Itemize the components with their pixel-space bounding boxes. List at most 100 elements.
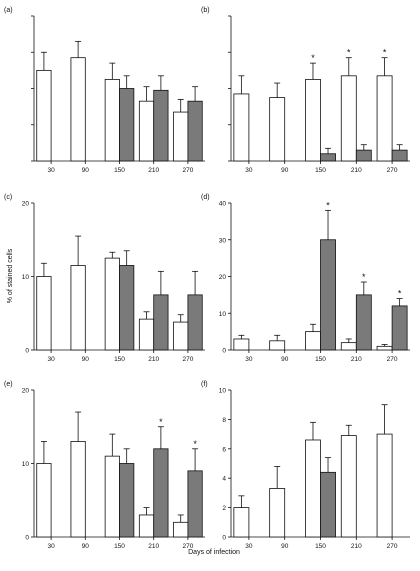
y-tick-label: 20: [22, 201, 30, 208]
y-tick-label: 10: [22, 461, 30, 468]
significance-asterisk: *: [383, 48, 387, 58]
bar-open: [376, 75, 393, 162]
y-tick-label: 20: [219, 274, 227, 281]
bar-open: [305, 439, 321, 538]
x-tick-label: 90: [281, 167, 289, 174]
bar-filled: [320, 239, 336, 351]
bar-open: [376, 345, 393, 351]
bar-open: [36, 463, 52, 538]
bar-open: [173, 321, 189, 351]
bar-open: [173, 521, 189, 538]
x-tick-label: 90: [82, 167, 90, 174]
bar-open: [104, 79, 120, 162]
bar-filled: [153, 294, 169, 351]
x-tick-label: 30: [47, 543, 55, 550]
chart-panel-b: (b) 30 90 150 * 210 * 270 *: [201, 7, 410, 174]
y-tick-label: 10: [219, 311, 227, 318]
bar-filled: [153, 448, 169, 538]
bar-open: [36, 69, 52, 162]
y-tick-label: 2: [222, 505, 226, 512]
x-tick-label: 210: [351, 543, 362, 550]
bar-open: [233, 507, 250, 538]
chart-panel-a: (a) 30 90 150 210 270: [4, 7, 205, 174]
panel-label: (f): [201, 381, 208, 388]
bar-open: [104, 257, 120, 351]
panel-label: (d): [201, 194, 210, 201]
bar-open: [376, 433, 393, 538]
x-tick-label: 150: [114, 356, 125, 363]
bar-filled: [391, 305, 408, 351]
x-tick-label: 30: [47, 356, 55, 363]
bar-filled: [119, 88, 135, 162]
x-tick-label: 210: [148, 167, 159, 174]
y-tick-label: 40: [219, 201, 227, 208]
bar-filled: [320, 153, 336, 162]
y-tick-label: 0: [222, 535, 226, 542]
significance-asterisk: *: [159, 417, 163, 427]
bar-filled: [320, 471, 336, 538]
significance-asterisk: *: [362, 272, 366, 282]
x-tick-label: 210: [351, 167, 362, 174]
y-tick-label: 30: [219, 237, 227, 244]
bar-open: [340, 75, 357, 162]
x-tick-label: 150: [315, 167, 326, 174]
bar-open: [340, 435, 357, 538]
significance-asterisk: *: [347, 48, 351, 58]
bar-open: [70, 57, 86, 162]
bar-filled: [153, 89, 169, 162]
bar-open: [173, 111, 189, 162]
bar-open: [104, 455, 120, 538]
y-axis-title: % of stained cells: [7, 248, 14, 303]
y-tick-label: 0: [25, 535, 29, 542]
bar-filled: [355, 294, 372, 351]
bar-open: [269, 97, 286, 162]
x-tick-label: 90: [82, 543, 90, 550]
bar-open: [305, 331, 321, 351]
bar-filled: [187, 100, 203, 162]
x-tick-label: 270: [387, 356, 398, 363]
y-tick-label: 10: [22, 274, 30, 281]
y-tick-label: 6: [222, 446, 226, 453]
significance-asterisk: *: [193, 439, 197, 449]
y-tick-label: 10: [219, 388, 227, 395]
bar-open: [70, 265, 86, 351]
panel-label: (c): [4, 194, 12, 201]
y-tick-label: 0: [25, 348, 29, 355]
significance-asterisk: *: [398, 289, 402, 299]
y-tick-label: 20: [22, 388, 30, 395]
x-tick-label: 150: [114, 167, 125, 174]
bar-filled: [119, 265, 135, 351]
x-tick-label: 270: [387, 167, 398, 174]
x-tick-label: 90: [281, 543, 289, 550]
x-tick-label: 210: [148, 356, 159, 363]
bar-filled: [391, 149, 408, 162]
x-tick-label: 90: [82, 356, 90, 363]
x-tick-label: 30: [245, 543, 253, 550]
panel-label: (a): [4, 7, 13, 14]
y-tick-label: 8: [222, 417, 226, 424]
x-tick-label: 30: [245, 356, 253, 363]
bar-open: [138, 100, 155, 162]
panel-label: (e): [4, 381, 13, 388]
chart-panel-f: (f) 0 2 4 6 8 10 30 90 150 210 270: [201, 381, 410, 550]
significance-asterisk: *: [326, 200, 330, 210]
bar-open: [36, 276, 52, 351]
x-axis-title: Days of infection: [188, 549, 240, 556]
bar-open: [70, 441, 86, 538]
bar-filled: [187, 294, 203, 351]
x-tick-label: 270: [387, 543, 398, 550]
x-tick-label: 150: [315, 356, 326, 363]
y-tick-label: 4: [222, 476, 226, 483]
bar-filled: [119, 463, 135, 538]
bar-filled: [355, 149, 372, 162]
chart-panel-d: (d) 0 10 20 30 40 30 90 150 * 210 * 270 *: [201, 194, 410, 363]
bar-open: [305, 79, 321, 162]
bar-open: [269, 488, 286, 538]
x-tick-label: 210: [148, 543, 159, 550]
bar-filled: [187, 470, 203, 538]
bar-open: [138, 514, 155, 538]
panel-label: (b): [201, 7, 210, 14]
bar-open: [138, 318, 155, 351]
x-tick-label: 90: [281, 356, 289, 363]
